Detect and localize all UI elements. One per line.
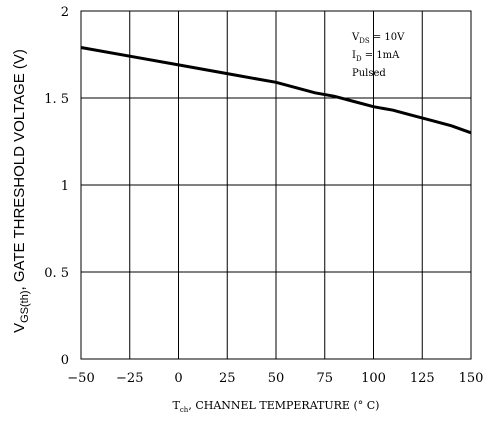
x-tick-label: −25 xyxy=(116,371,143,386)
series-line xyxy=(80,46,472,135)
grid xyxy=(81,11,471,359)
x-tick-label: −50 xyxy=(67,371,94,386)
x-tick-labels: −50 −25 0 25 50 75 100 125 150 xyxy=(67,371,483,386)
x-tick-label: 25 xyxy=(219,371,236,386)
y-axis-label: VGS(th), GATE THRESHOLD VOLTAGE (V) xyxy=(11,49,31,333)
x-tick-label: 100 xyxy=(361,371,386,386)
x-tick-label: 150 xyxy=(459,371,484,386)
x-tick-label: 125 xyxy=(410,371,435,386)
x-tick-label: 0 xyxy=(174,371,182,386)
annotation-line: VDS = 10V xyxy=(351,32,405,45)
y-tick-label: 2 xyxy=(61,5,69,20)
x-tick-label: 75 xyxy=(316,371,333,386)
annotation-line: ID = 1mA xyxy=(352,50,400,63)
x-tick-label: 50 xyxy=(268,371,285,386)
x-axis-label: Tch, CHANNEL TEMPERATURE (° C) xyxy=(173,399,380,414)
y-tick-label: 1 xyxy=(61,179,69,194)
y-tick-label: 0 xyxy=(61,353,69,368)
conditions-annotation: VDS = 10V ID = 1mA Pulsed xyxy=(351,32,405,79)
y-tick-label: 0. 5 xyxy=(44,266,69,281)
y-tick-label: 1. 5 xyxy=(44,92,69,107)
annotation-line: Pulsed xyxy=(352,68,386,79)
y-tick-labels: 0 0. 5 1 1. 5 2 xyxy=(44,5,69,368)
plot-frame xyxy=(80,10,472,360)
